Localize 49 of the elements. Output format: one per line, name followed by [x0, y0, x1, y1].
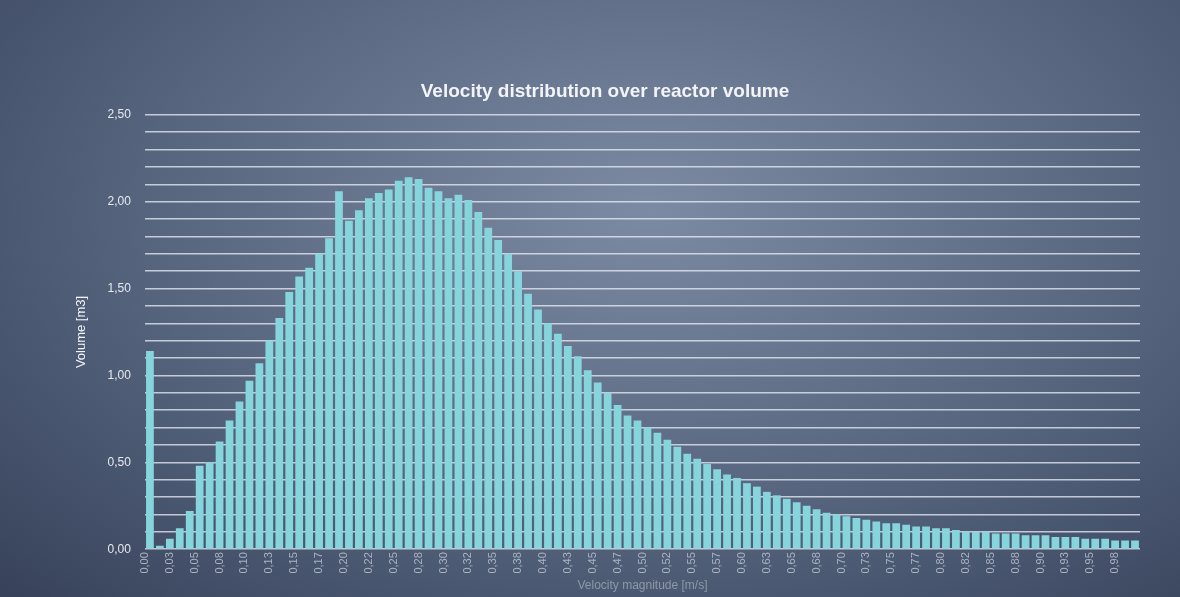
x-tick-label: 0,93	[1058, 552, 1071, 574]
x-axis-title: Velocity magnitude [m/s]	[577, 578, 708, 593]
x-tick-label: 0,38	[511, 552, 524, 574]
x-tick-label: 0,65	[784, 552, 797, 574]
y-tick-label: 2,00	[107, 193, 132, 208]
x-tick-label: 0,50	[635, 552, 648, 574]
x-tick-label: 0,22	[361, 552, 374, 574]
x-tick-label: 0,30	[436, 552, 449, 574]
x-tick-label: 0,20	[337, 552, 349, 574]
y-tick-label: 1,00	[107, 367, 132, 382]
x-tick-label: 0,80	[934, 552, 947, 574]
x-tick-label: 0,25	[386, 552, 399, 574]
x-tick-label: 0,85	[983, 552, 996, 574]
y-axis-title: Volume [m3]	[73, 295, 89, 369]
x-tick-label: 0,75	[884, 552, 897, 574]
x-tick-label: 0,70	[834, 552, 847, 574]
x-tick-label: 0,10	[237, 552, 250, 574]
y-tick-label: 0,50	[107, 454, 132, 469]
x-tick-label: 0,03	[162, 552, 175, 574]
x-tick-label: 0,35	[486, 552, 499, 574]
y-tick-label: 0,00	[107, 541, 132, 556]
x-tick-label: 0,40	[536, 552, 548, 574]
x-tick-label: 0,90	[1033, 552, 1046, 574]
x-tick-label: 0,05	[187, 552, 200, 574]
x-tick-label: 0,15	[287, 552, 300, 574]
x-tick-label: 0,68	[809, 552, 822, 574]
x-tick-label: 0,28	[411, 552, 424, 574]
x-tick-label: 0,45	[585, 552, 598, 574]
x-tick-label: 0,47	[610, 552, 623, 574]
x-tick-label: 0,98	[1108, 552, 1121, 574]
y-tick-label: 2,50	[107, 107, 132, 122]
x-tick-label: 0,32	[461, 552, 474, 574]
x-tick-label: 0,00	[137, 552, 150, 574]
chart-title: Velocity distribution over reactor volume	[420, 79, 790, 101]
x-tick-label: 0,95	[1083, 552, 1096, 574]
x-tick-label: 0,63	[759, 552, 772, 574]
x-tick-label: 0,52	[660, 552, 673, 574]
x-tick-label: 0,82	[958, 552, 971, 574]
x-tick-label: 0,08	[212, 552, 225, 574]
x-tick-label: 0,43	[560, 552, 573, 574]
x-tick-label: 0,88	[1008, 552, 1021, 574]
x-tick-label: 0,13	[262, 552, 275, 574]
x-tick-label: 0,60	[735, 552, 748, 574]
x-tick-label: 0,55	[685, 552, 698, 574]
x-tick-label: 0,73	[859, 552, 872, 574]
x-tick-label: 0,17	[312, 552, 325, 574]
x-tick-label: 0,77	[909, 552, 922, 574]
y-tick-label: 1,50	[107, 280, 132, 295]
x-tick-label: 0,57	[710, 552, 723, 574]
